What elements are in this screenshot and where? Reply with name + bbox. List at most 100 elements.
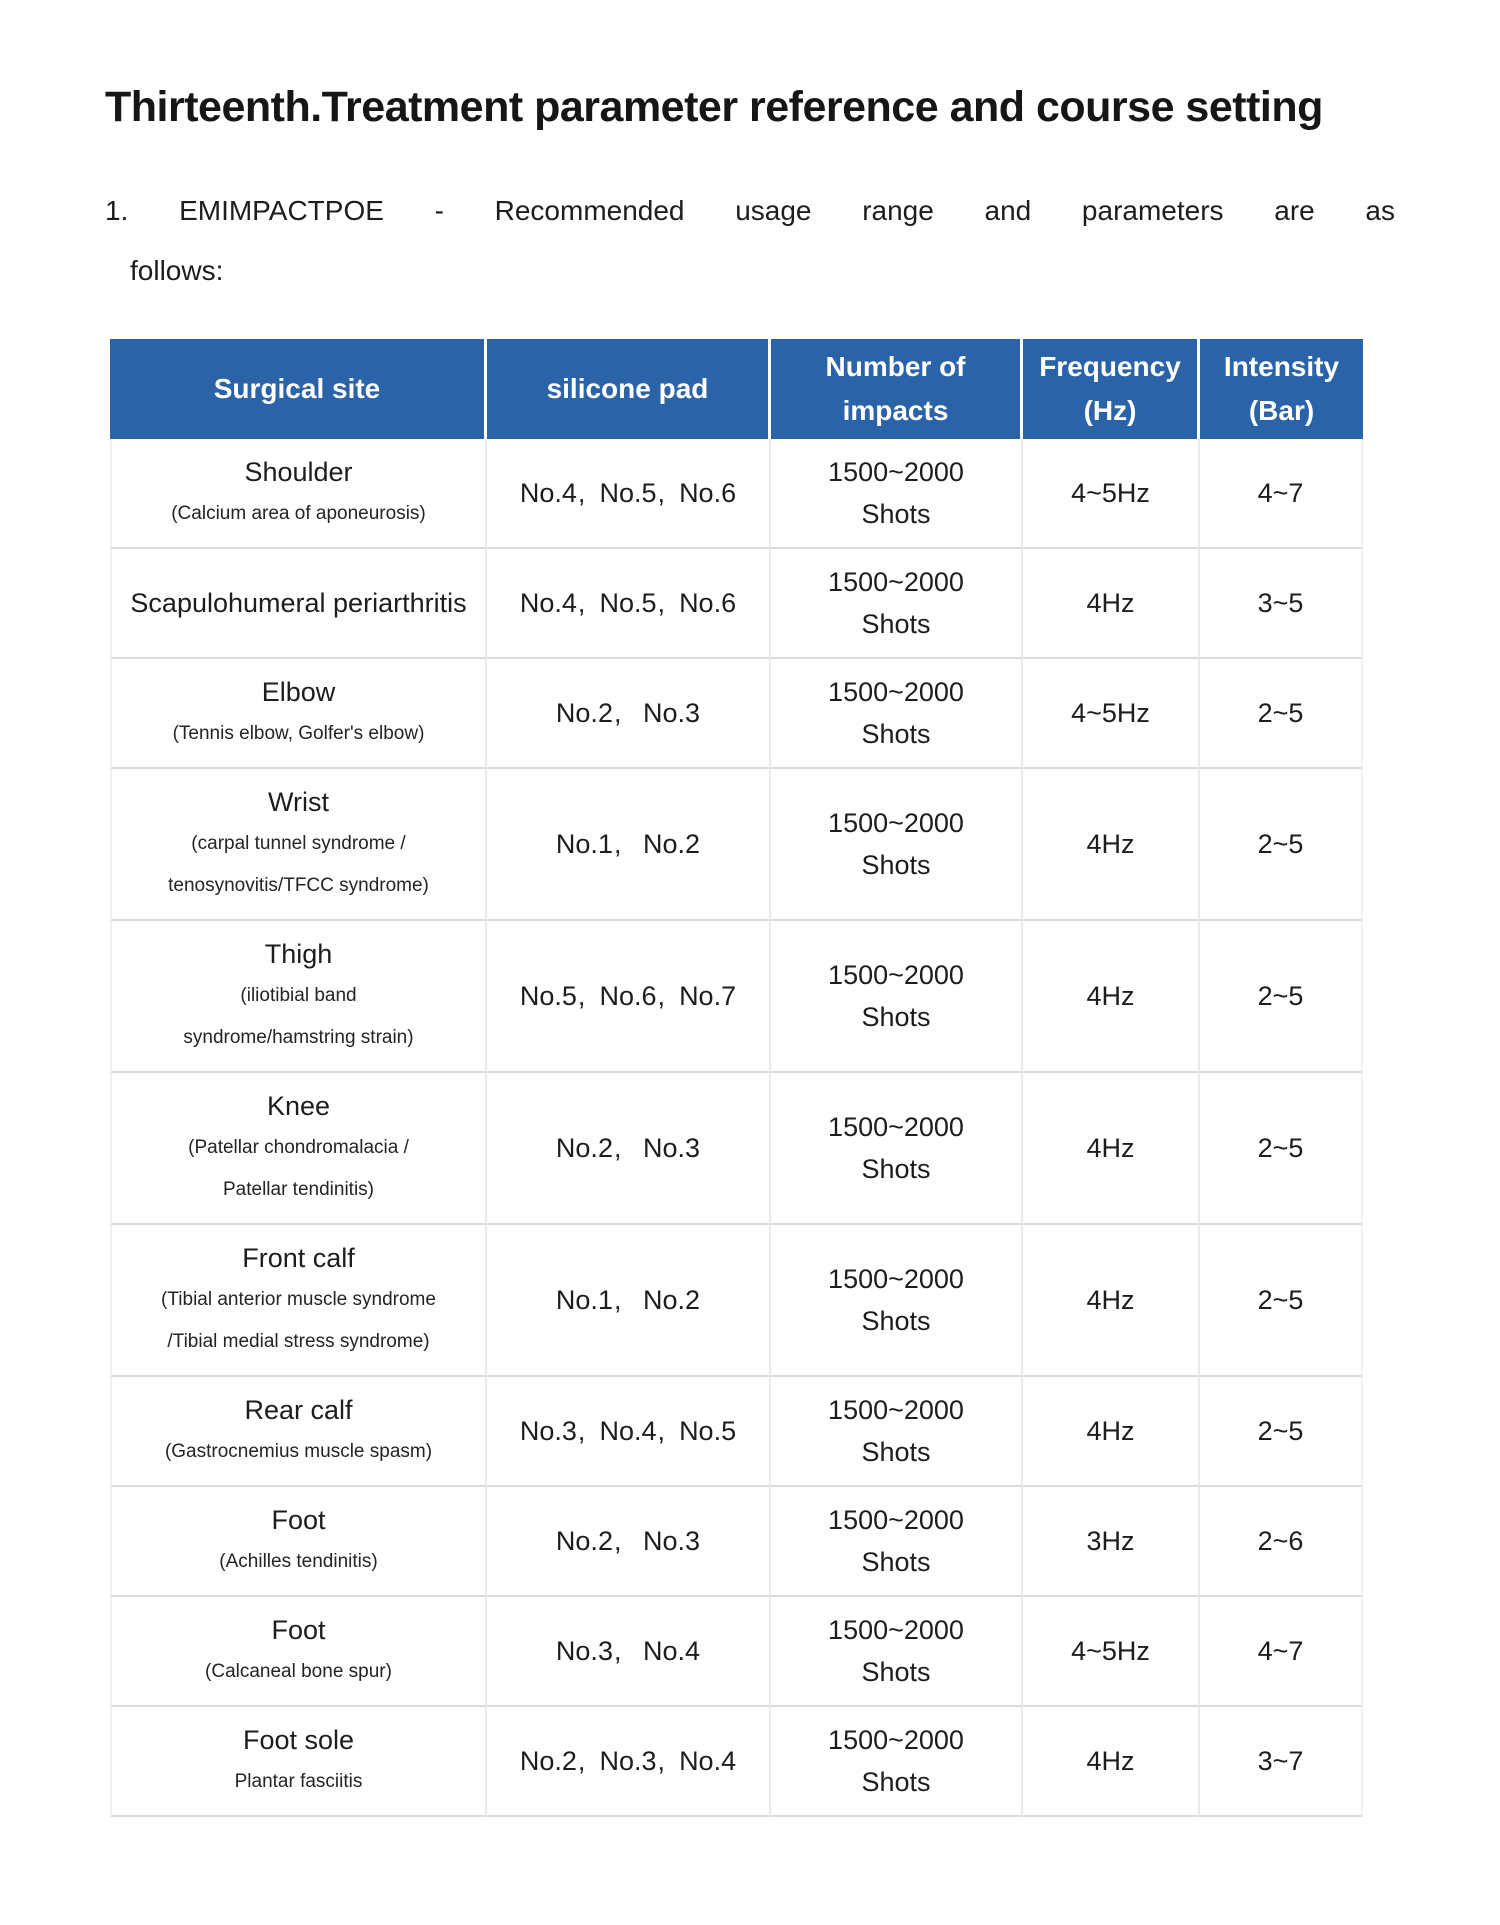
surgical-site: Foot sole [242,1725,355,1755]
pad-item: No.3 [519,1416,577,1446]
surgical-site-cell: Scapulohumeral periarthritis [110,549,487,659]
column-header-number-of-impacts: Number of impacts [771,339,1023,439]
intro-text: EMIMPACTPOE - Recommended usage range an… [179,195,1395,226]
surgical-site-note: syndrome/hamstring strain) [183,1027,414,1048]
pad-item: No.4 [519,478,577,508]
impacts-unit: Shots [861,1437,931,1467]
silicone-pads: No.2 No.3 [487,1487,771,1597]
surgical-site-cell: Rear calf (Gastrocnemius muscle spasm) [110,1377,487,1487]
ideographic-comma [658,1740,666,1782]
frequency-value: 4Hz [1023,1377,1200,1487]
list-number: 1. [105,195,129,226]
ideographic-comma [658,1410,666,1452]
intro-line-1: 1. EMIMPACTPOE - Recommended usage range… [105,181,1395,241]
ideographic-comma [578,1740,586,1782]
impacts-cell: 1500~2000 Shots [771,921,1023,1073]
impacts-value: 1500~2000 [828,1725,964,1755]
impacts-unit: Shots [861,1767,931,1797]
surgical-site-note: (Patellar chondromalacia / [188,1137,409,1158]
surgical-site-cell: Elbow (Tennis elbow, Golfer's elbow) [110,659,487,769]
pad-item: No.5 [599,478,657,508]
surgical-site-note: (Calcium area of aponeurosis) [171,503,426,524]
impacts-unit: Shots [861,1547,931,1577]
surgical-site-cell: Front calf (Tibial anterior muscle syndr… [110,1225,487,1377]
column-header-frequency: Frequency (Hz) [1023,339,1200,439]
pad-item: No.3 [555,1636,613,1666]
pad-item: No.4 [635,1636,701,1666]
frequency-value: 4Hz [1023,921,1200,1073]
impacts-cell: 1500~2000 Shots [771,1377,1023,1487]
impacts-cell: 1500~2000 Shots [771,1597,1023,1707]
impacts-cell: 1500~2000 Shots [771,1225,1023,1377]
table-row: Thigh (iliotibial band syndrome/hamstring… [110,921,1363,1073]
intro-line-2: follows: [130,255,224,286]
surgical-site-cell: Knee (Patellar chondromalacia / Patellar … [110,1073,487,1225]
ideographic-comma [578,472,586,514]
impacts-unit: Shots [861,850,931,880]
surgical-site: Foot [271,1505,326,1535]
surgical-site-cell: Foot (Achilles tendinitis) [110,1487,487,1597]
pad-item: No.2 [635,1285,701,1315]
ideographic-comma [614,1127,622,1169]
surgical-site: Elbow [261,677,336,707]
silicone-pads: No.1 No.2 [487,1225,771,1377]
surgical-site: Knee [266,1091,331,1121]
impacts-unit: Shots [861,1306,931,1336]
intensity-value: 2~5 [1200,1377,1363,1487]
silicone-pads: No.4 No.5 No.6 [487,439,771,549]
surgical-site-note: (Tibial anterior muscle syndrome [161,1289,436,1310]
surgical-site-cell: Foot sole Plantar fasciitis [110,1707,487,1817]
table-row: Rear calf (Gastrocnemius muscle spasm) N… [110,1377,1363,1487]
ideographic-comma [578,975,586,1017]
intensity-value: 3~7 [1200,1707,1363,1817]
surgical-site-note: (Tennis elbow, Golfer's elbow) [172,723,425,744]
surgical-site-note: (Gastrocnemius muscle spasm) [164,1441,433,1462]
ideographic-comma [658,582,666,624]
impacts-value: 1500~2000 [828,808,964,838]
impacts-cell: 1500~2000 Shots [771,1487,1023,1597]
surgical-site-note: (iliotibial band [240,985,357,1006]
surgical-site-note: (Calcaneal bone spur) [205,1661,392,1682]
frequency-value: 4~5Hz [1023,439,1200,549]
impacts-value: 1500~2000 [828,1264,964,1294]
intensity-value: 3~5 [1200,549,1363,659]
surgical-site-cell: Shoulder (Calcium area of aponeurosis) [110,439,487,549]
impacts-value: 1500~2000 [828,1505,964,1535]
table-row: Front calf (Tibial anterior muscle syndr… [110,1225,1363,1377]
frequency-value: 4~5Hz [1023,659,1200,769]
table-row: Elbow (Tennis elbow, Golfer's elbow) No.… [110,659,1363,769]
pad-item: No.4 [679,1746,737,1776]
impacts-value: 1500~2000 [828,1395,964,1425]
frequency-value: 4Hz [1023,549,1200,659]
surgical-site: Shoulder [244,457,353,487]
surgical-site-note: (carpal tunnel syndrome / [191,833,406,854]
silicone-pads: No.1 No.2 [487,769,771,921]
surgical-site-cell: Thigh (iliotibial band syndrome/hamstring… [110,921,487,1073]
surgical-site-cell: Wrist (carpal tunnel syndrome / tenosynov… [110,769,487,921]
frequency-value: 4Hz [1023,1225,1200,1377]
intensity-value: 4~7 [1200,1597,1363,1707]
impacts-unit: Shots [861,609,931,639]
pad-item: No.6 [679,478,737,508]
pad-item: No.2 [635,829,701,859]
column-header-silicone-pad: silicone pad [487,339,771,439]
ideographic-comma [614,1279,622,1321]
table-row: Wrist (carpal tunnel syndrome / tenosynov… [110,769,1363,921]
silicone-pads: No.2 No.3 [487,659,771,769]
intensity-value: 2~5 [1200,659,1363,769]
pad-item: No.3 [635,1133,701,1163]
surgical-site: Foot [271,1615,326,1645]
intensity-value: 2~5 [1200,921,1363,1073]
page-title: Thirteenth.Treatment parameter reference… [105,83,1323,131]
impacts-unit: Shots [861,1657,931,1687]
table-row: Knee (Patellar chondromalacia / Patellar … [110,1073,1363,1225]
surgical-site: Rear calf [244,1395,353,1425]
pad-item: No.5 [679,1416,737,1446]
silicone-pads: No.3 No.4 No.5 [487,1377,771,1487]
table-row: Foot (Achilles tendinitis) No.2 No.3 150… [110,1487,1363,1597]
ideographic-comma [658,472,666,514]
pad-item: No.5 [519,981,577,1011]
table-row: Shoulder (Calcium area of aponeurosis) N… [110,439,1363,549]
intensity-value: 4~7 [1200,439,1363,549]
